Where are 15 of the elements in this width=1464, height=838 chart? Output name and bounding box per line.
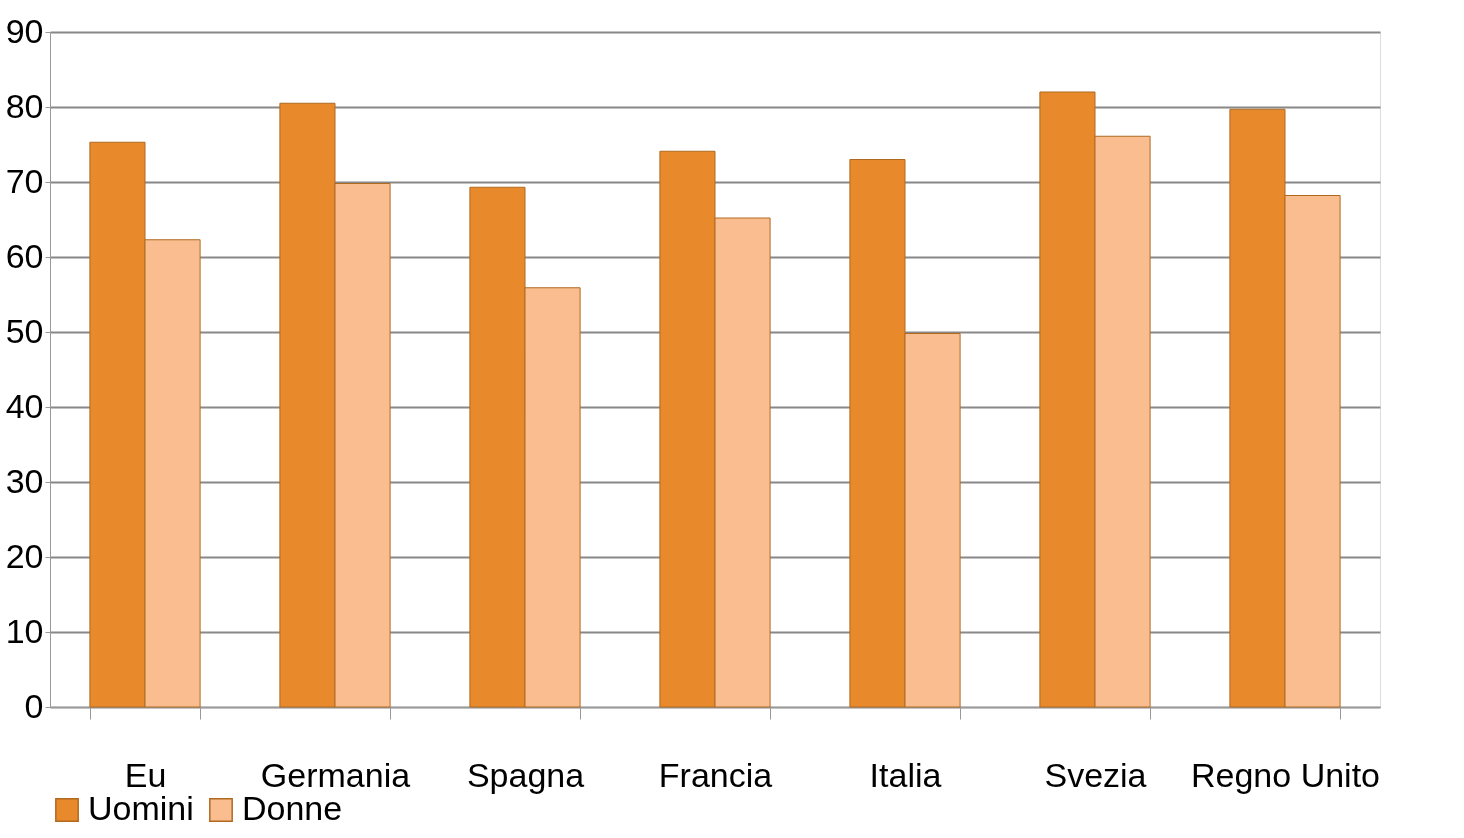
y-tick-label: 80 bbox=[5, 86, 44, 125]
y-tick-label: 0 bbox=[24, 686, 44, 725]
x-tick-label: Svezia bbox=[1044, 755, 1147, 794]
y-tick-label: 60 bbox=[5, 236, 44, 275]
x-tick-label: Francia bbox=[658, 755, 773, 794]
y-tick-label: 10 bbox=[5, 611, 44, 650]
y-tick-label: 40 bbox=[5, 386, 44, 425]
x-tick-label: Spagna bbox=[466, 755, 585, 794]
y-tick-label: 70 bbox=[5, 161, 44, 200]
y-tick-label: 20 bbox=[5, 536, 44, 575]
x-tick-label: Italia bbox=[869, 755, 942, 794]
y-tick-label: 30 bbox=[5, 461, 44, 500]
x-tick-label: Regno Unito bbox=[1190, 755, 1381, 794]
y-tick-label: 90 bbox=[5, 11, 44, 50]
y-tick-label: 50 bbox=[5, 311, 44, 350]
